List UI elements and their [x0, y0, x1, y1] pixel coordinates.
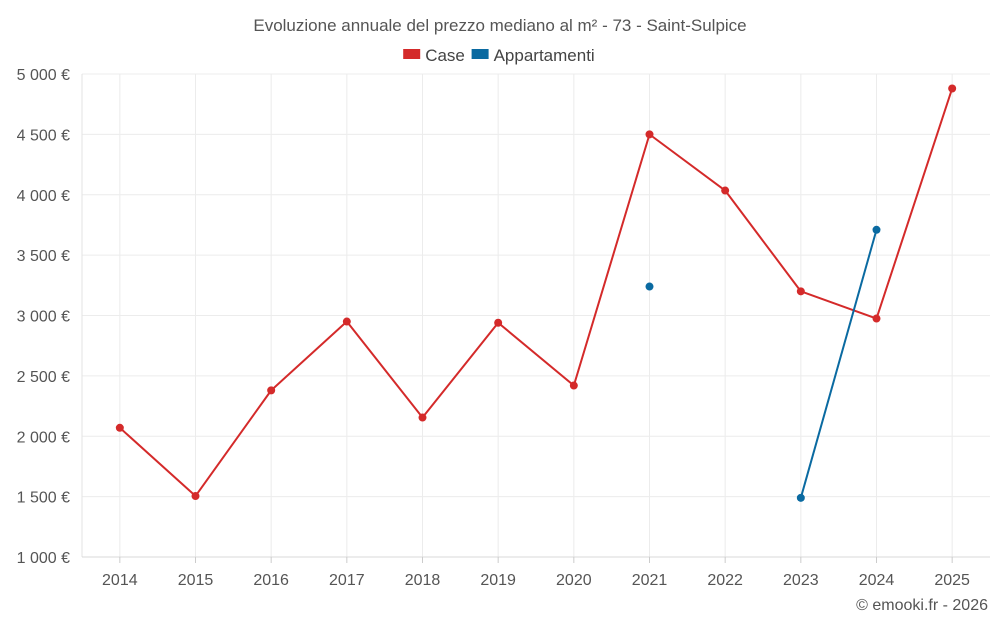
legend: Case Appartamenti: [403, 46, 595, 65]
x-tick-label: 2020: [556, 572, 592, 589]
data-point-appartamenti: [645, 282, 654, 291]
data-point-case: [267, 386, 276, 395]
x-tick-label: 2024: [859, 572, 895, 589]
x-axis: 2014 2015 2016 2017 2018 2019 2020 2021 2022 2023…: [102, 557, 970, 589]
x-tick-label: 2017: [329, 572, 365, 589]
legend-label: Case: [425, 46, 465, 65]
legend-item-appartamenti: Appartamenti: [471, 46, 595, 65]
series-layer: [115, 84, 957, 502]
legend-item-case: Case: [403, 46, 465, 65]
x-tick-label: 2025: [934, 572, 970, 589]
data-point-case: [494, 318, 503, 327]
x-tick-label: 2014: [102, 572, 138, 589]
x-tick-label: 2022: [707, 572, 743, 589]
legend-swatch: [403, 49, 421, 59]
gridlines: [81, 73, 990, 558]
x-tick-label: 2016: [253, 572, 289, 589]
series-case: [115, 84, 957, 501]
data-point-case: [872, 314, 881, 323]
y-tick-label: 2 000 €: [17, 429, 70, 446]
data-point-case: [115, 423, 124, 432]
y-axis: 1 000 € 1 500 € 2 000 € 2 500 € 3 000 € 3 500…: [17, 67, 70, 567]
x-tick-label: 2019: [480, 572, 516, 589]
legend-swatch: [471, 49, 489, 59]
series-appartamenti: [645, 225, 881, 502]
y-tick-label: 2 500 €: [17, 369, 70, 386]
data-point-case: [418, 413, 427, 422]
y-tick-label: 1 000 €: [17, 550, 70, 567]
data-point-case: [342, 317, 351, 326]
data-point-case: [645, 130, 654, 139]
data-point-case: [796, 287, 805, 296]
y-tick-label: 5 000 €: [17, 67, 70, 84]
series-line-appartamenti: [799, 229, 878, 499]
data-point-case: [948, 84, 957, 93]
legend-label: Appartamenti: [494, 46, 595, 65]
x-tick-label: 2023: [783, 572, 819, 589]
data-point-case: [721, 186, 730, 195]
data-point-appartamenti: [796, 493, 805, 502]
data-point-case: [191, 492, 200, 501]
data-point-case: [569, 381, 578, 390]
y-tick-label: 3 500 €: [17, 248, 70, 265]
x-tick-label: 2015: [178, 572, 214, 589]
credit-text: © emooki.fr - 2026: [856, 597, 988, 614]
x-tick-label: 2021: [632, 572, 668, 589]
chart-title: Evoluzione annuale del prezzo mediano al…: [253, 16, 746, 35]
y-tick-label: 4 000 €: [17, 188, 70, 205]
series-line-case: [119, 88, 954, 498]
y-tick-label: 3 000 €: [17, 309, 70, 326]
x-tick-label: 2018: [405, 572, 441, 589]
data-point-appartamenti: [872, 225, 881, 234]
y-tick-label: 4 500 €: [17, 127, 70, 144]
y-tick-label: 1 500 €: [17, 490, 70, 507]
